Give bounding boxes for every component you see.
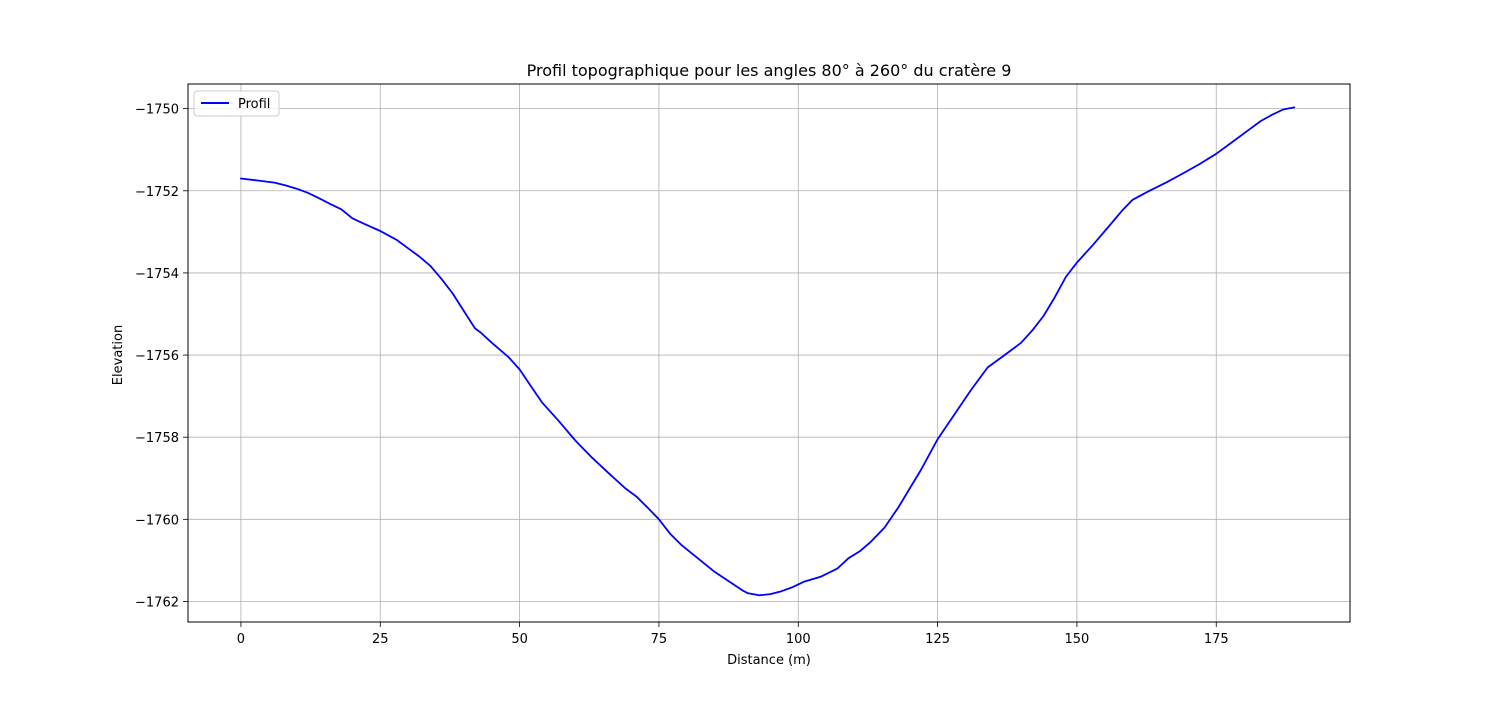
y-axis-label: Elevation: [111, 325, 126, 385]
y-tick-label: −1758: [135, 431, 179, 446]
y-tick-label: −1752: [135, 185, 179, 200]
x-tick-label: 125: [925, 632, 950, 647]
x-tick-label: 25: [372, 632, 389, 647]
x-tick-label: 50: [511, 632, 528, 647]
x-tick-label: 0: [237, 632, 245, 647]
y-tick-label: −1760: [135, 513, 179, 528]
grid: [188, 84, 1350, 622]
y-tick-label: −1756: [135, 349, 179, 364]
x-tick-label: 150: [1065, 632, 1090, 647]
legend-box: [193, 90, 280, 117]
series-layer: [239, 106, 1296, 597]
plot-frame: [187, 83, 1351, 623]
y-tick-label: −1750: [135, 103, 179, 118]
x-tick-label: 100: [786, 632, 811, 647]
series-line-profil: [239, 106, 1296, 597]
y-axis-ticks: −1762 −1760 −1758 −1756 −1754 −1752 −1750: [135, 103, 188, 610]
legend: Profil: [193, 90, 280, 117]
x-axis-label: Distance (m): [727, 653, 811, 668]
x-axis-ticks: 0 25 50 75 100 125 150 175: [237, 622, 1229, 647]
x-tick-label: 175: [1204, 632, 1229, 647]
x-tick-label: 75: [651, 632, 668, 647]
legend-label-profil: Profil: [238, 97, 270, 112]
chart-title: Profil topographique pour les angles 80°…: [527, 61, 1012, 80]
y-tick-label: −1762: [135, 595, 179, 610]
y-tick-label: −1754: [135, 267, 179, 282]
